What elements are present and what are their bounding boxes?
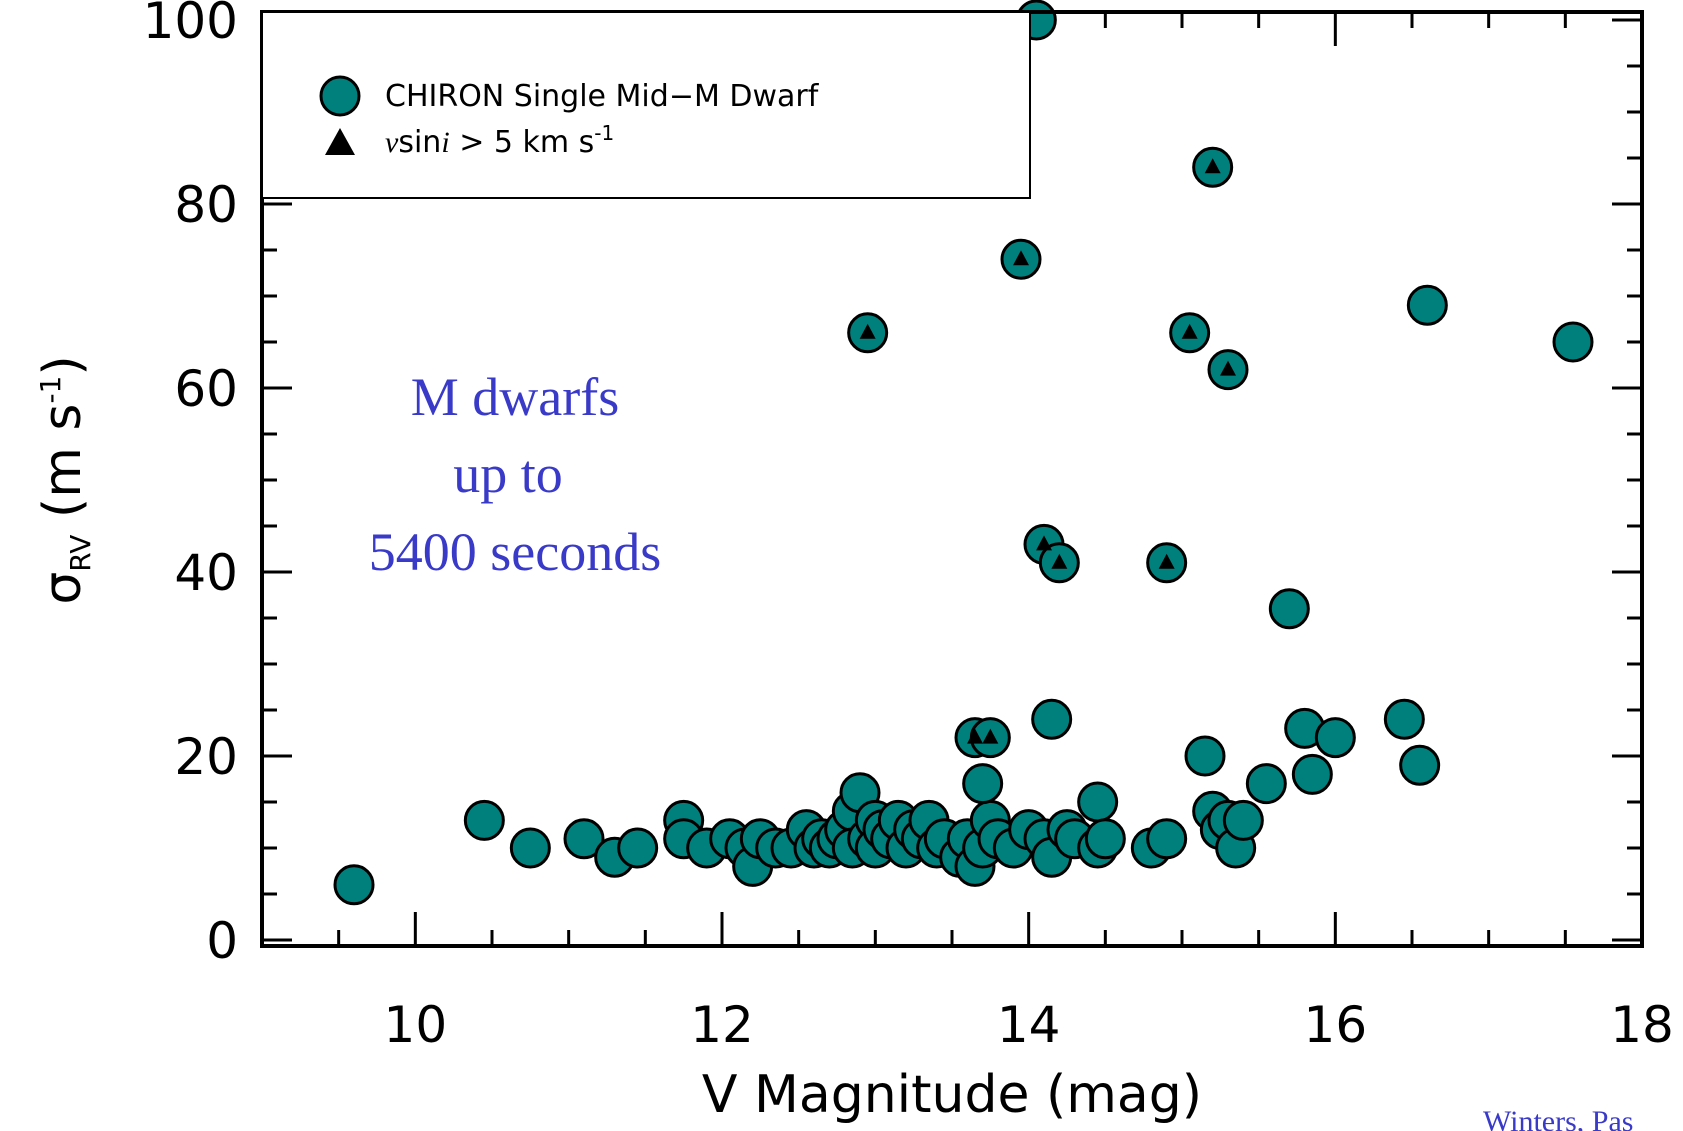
x-tick-label: 10 bbox=[384, 996, 448, 1054]
data-point bbox=[1399, 744, 1441, 786]
data-point bbox=[1146, 818, 1188, 860]
annotation-line-3: 5400 seconds bbox=[369, 522, 661, 582]
legend-box bbox=[261, 11, 1031, 199]
credit-text: Winters, Pas bbox=[1483, 1105, 1633, 1131]
legend-label-chiron: CHIRON Single Mid−M Dwarf bbox=[385, 79, 820, 114]
y-axis-sigma: σ bbox=[33, 572, 93, 605]
legend-label-vsini: vsini > 5 km s-1 bbox=[385, 121, 614, 160]
x-tick-label: 18 bbox=[1610, 996, 1674, 1054]
data-point bbox=[1406, 284, 1448, 326]
data-point bbox=[617, 827, 659, 869]
y-axis-title: σRV (m s-1) bbox=[33, 355, 97, 604]
data-point bbox=[962, 763, 1004, 805]
legend-vsini-v: v bbox=[385, 126, 399, 159]
data-point bbox=[1314, 717, 1356, 759]
data-point bbox=[1031, 698, 1073, 740]
vsini-triangle-marker bbox=[1181, 323, 1198, 339]
vsini-triangle-marker bbox=[1036, 535, 1052, 551]
y-axis-sub: RV bbox=[64, 535, 97, 572]
vsini-triangle-marker bbox=[982, 728, 999, 744]
data-point bbox=[333, 864, 375, 906]
y-tick-label: 80 bbox=[174, 176, 238, 234]
y-axis-space bbox=[33, 518, 93, 535]
y-axis-sup: -1 bbox=[34, 376, 67, 404]
x-axis-title: V Magnitude (mag) bbox=[702, 1065, 1202, 1125]
data-point bbox=[1268, 588, 1310, 630]
legend-vsini-sup: -1 bbox=[594, 121, 614, 145]
y-axis-title-text: σRV (m s-1) bbox=[33, 355, 97, 604]
data-point bbox=[1383, 698, 1425, 740]
data-point bbox=[509, 827, 551, 869]
vsini-triangle-marker bbox=[1051, 553, 1068, 569]
data-point bbox=[1291, 753, 1333, 795]
x-tick-label: 12 bbox=[690, 996, 754, 1054]
vsini-triangle-marker bbox=[967, 728, 983, 744]
data-point bbox=[1077, 781, 1119, 823]
vsini-triangle-marker bbox=[1013, 250, 1029, 266]
y-tick-label: 40 bbox=[174, 544, 238, 602]
y-tick-label: 20 bbox=[174, 728, 238, 786]
x-tick-label: 14 bbox=[997, 996, 1061, 1054]
annotation-line-2: up to bbox=[453, 444, 563, 504]
data-point bbox=[1184, 735, 1226, 777]
data-point bbox=[1084, 818, 1126, 860]
legend-vsini-rest: > 5 km s bbox=[450, 125, 595, 160]
data-point bbox=[1552, 321, 1594, 363]
data-point bbox=[463, 799, 505, 841]
axis-tick-labels: 10 12 14 16 18 0 20 40 60 80 100 bbox=[143, 0, 1674, 1054]
legend-circle-marker bbox=[319, 75, 361, 117]
legend: CHIRON Single Mid−M Dwarf vsini > 5 km s… bbox=[261, 11, 1031, 199]
vsini-triangle-marker bbox=[1204, 158, 1221, 174]
data-point bbox=[1245, 763, 1287, 805]
legend-vsini-sin: sin bbox=[398, 125, 441, 160]
y-axis-close: ) bbox=[33, 355, 93, 375]
y-tick-label: 100 bbox=[143, 0, 238, 50]
annotation-line-1: M dwarfs bbox=[411, 367, 619, 427]
legend-vsini-i: i bbox=[441, 126, 449, 159]
y-tick-label: 60 bbox=[174, 360, 238, 418]
vsini-triangle-marker bbox=[1158, 553, 1175, 569]
vsini-triangle-marker bbox=[859, 323, 876, 339]
vsini-triangle-marker bbox=[1220, 360, 1236, 376]
y-axis-unit: (m s bbox=[33, 404, 93, 519]
legend-triangle-marker bbox=[325, 128, 355, 155]
chart-marks bbox=[333, 0, 1594, 906]
x-tick-label: 16 bbox=[1304, 996, 1368, 1054]
data-point bbox=[1222, 799, 1264, 841]
data-point bbox=[563, 818, 605, 860]
y-tick-label: 0 bbox=[206, 912, 238, 970]
